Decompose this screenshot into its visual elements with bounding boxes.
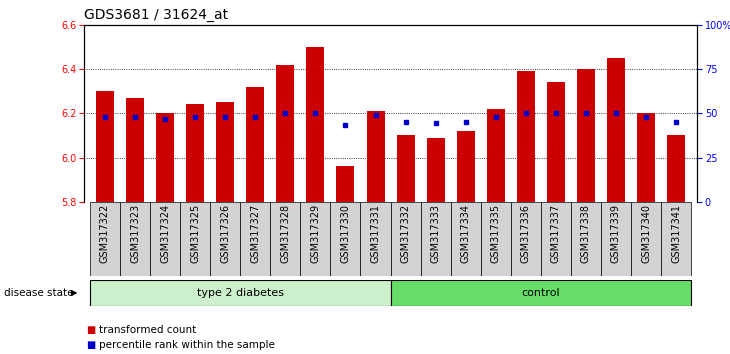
Bar [511,202,541,276]
Text: percentile rank within the sample: percentile rank within the sample [99,340,275,350]
Text: GSM317325: GSM317325 [191,204,200,263]
Bar [457,131,475,202]
Bar [240,202,270,276]
Text: GSM317329: GSM317329 [310,204,320,263]
Bar [300,202,331,276]
Bar [150,202,180,276]
Text: transformed count: transformed count [99,325,196,335]
Bar [186,104,204,202]
Bar [667,136,685,202]
Bar [96,91,114,202]
Text: GSM317330: GSM317330 [340,204,350,263]
Text: GSM317332: GSM317332 [401,204,410,263]
Bar [270,202,300,276]
Bar [90,202,120,276]
Bar [391,280,691,306]
Text: GSM317340: GSM317340 [641,204,651,263]
Text: GSM317339: GSM317339 [611,204,621,263]
Bar [420,202,450,276]
Bar [246,87,264,202]
Text: GSM317328: GSM317328 [280,204,291,263]
Text: GSM317322: GSM317322 [100,204,110,263]
Text: GSM317337: GSM317337 [551,204,561,263]
Text: GSM317323: GSM317323 [130,204,140,263]
Bar [90,280,391,306]
Bar [337,166,355,202]
Bar [487,109,504,202]
Bar [307,47,324,202]
Bar [391,202,420,276]
Bar [126,98,144,202]
Bar [450,202,481,276]
Bar [210,202,240,276]
Bar [661,202,691,276]
Bar [517,71,535,202]
Bar [607,58,625,202]
Text: GSM317338: GSM317338 [581,204,591,263]
Bar [120,202,150,276]
Bar [180,202,210,276]
Bar [571,202,601,276]
Text: GSM317326: GSM317326 [220,204,230,263]
Bar [631,202,661,276]
Bar [601,202,631,276]
Text: type 2 diabetes: type 2 diabetes [197,288,284,298]
Bar [577,69,595,202]
Text: ■: ■ [86,340,96,350]
Bar [547,82,565,202]
Bar [156,113,174,202]
Text: disease state: disease state [4,288,73,298]
Text: GSM317331: GSM317331 [371,204,380,263]
Text: GSM317333: GSM317333 [431,204,441,263]
Bar [361,202,391,276]
Text: GSM317334: GSM317334 [461,204,471,263]
Bar [541,202,571,276]
Bar [396,136,415,202]
Bar [426,138,445,202]
Text: GSM317324: GSM317324 [160,204,170,263]
Bar [331,202,361,276]
Text: GSM317327: GSM317327 [250,204,261,263]
Text: GSM317335: GSM317335 [491,204,501,263]
Bar [637,113,655,202]
Text: GDS3681 / 31624_at: GDS3681 / 31624_at [84,8,228,22]
Bar [216,102,234,202]
Bar [366,111,385,202]
Bar [481,202,511,276]
Text: GSM317336: GSM317336 [520,204,531,263]
Text: ■: ■ [86,325,96,335]
Bar [277,64,294,202]
Text: control: control [521,288,560,298]
Text: GSM317341: GSM317341 [671,204,681,263]
